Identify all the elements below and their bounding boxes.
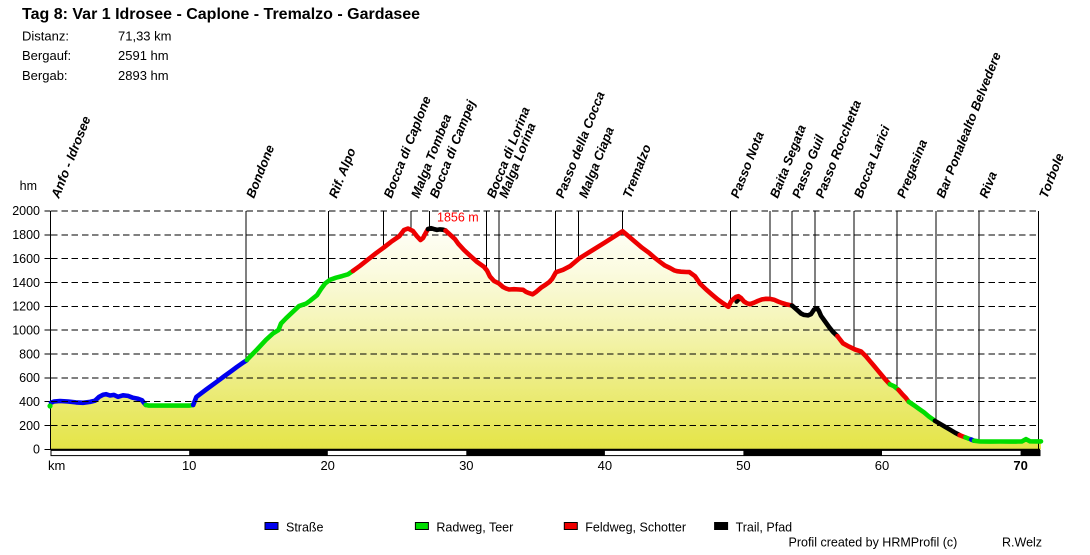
svg-text:Profil created by HRMProfil (c: Profil created by HRMProfil (c) xyxy=(789,536,958,550)
svg-text:Bergauf:: Bergauf: xyxy=(22,48,71,63)
svg-text:km: km xyxy=(48,458,65,473)
svg-text:200: 200 xyxy=(19,419,40,433)
svg-text:60: 60 xyxy=(875,458,889,473)
svg-text:1400: 1400 xyxy=(12,276,40,290)
svg-text:Radweg, Teer: Radweg, Teer xyxy=(436,521,513,535)
svg-text:1800: 1800 xyxy=(12,228,40,242)
svg-text:Tag 8: Var 1 Idrosee - Caplone: Tag 8: Var 1 Idrosee - Caplone - Tremalz… xyxy=(22,6,420,23)
svg-text:Straße: Straße xyxy=(286,521,324,535)
svg-text:20: 20 xyxy=(320,458,334,473)
svg-text:600: 600 xyxy=(19,371,40,385)
svg-text:2893 hm: 2893 hm xyxy=(118,68,169,83)
svg-text:70: 70 xyxy=(1013,458,1027,473)
svg-text:1600: 1600 xyxy=(12,252,40,266)
svg-text:Bergab:: Bergab: xyxy=(22,68,68,83)
svg-text:400: 400 xyxy=(19,395,40,409)
svg-text:Distanz:: Distanz: xyxy=(22,29,69,44)
svg-text:1200: 1200 xyxy=(12,300,40,314)
svg-text:Trail, Pfad: Trail, Pfad xyxy=(736,521,793,535)
svg-text:30: 30 xyxy=(459,458,473,473)
svg-text:1000: 1000 xyxy=(12,323,40,337)
svg-text:50: 50 xyxy=(736,458,750,473)
svg-text:Feldweg, Schotter: Feldweg, Schotter xyxy=(585,521,686,535)
svg-text:800: 800 xyxy=(19,347,40,361)
svg-text:R.Welz: R.Welz xyxy=(1002,536,1042,550)
svg-text:hm: hm xyxy=(20,179,37,193)
svg-text:10: 10 xyxy=(182,458,196,473)
svg-text:71,33 km: 71,33 km xyxy=(118,29,171,44)
svg-text:2000: 2000 xyxy=(12,204,40,218)
svg-text:2591 hm: 2591 hm xyxy=(118,48,169,63)
svg-text:0: 0 xyxy=(33,443,40,457)
svg-text:1856 m: 1856 m xyxy=(437,211,479,225)
svg-text:40: 40 xyxy=(598,458,612,473)
